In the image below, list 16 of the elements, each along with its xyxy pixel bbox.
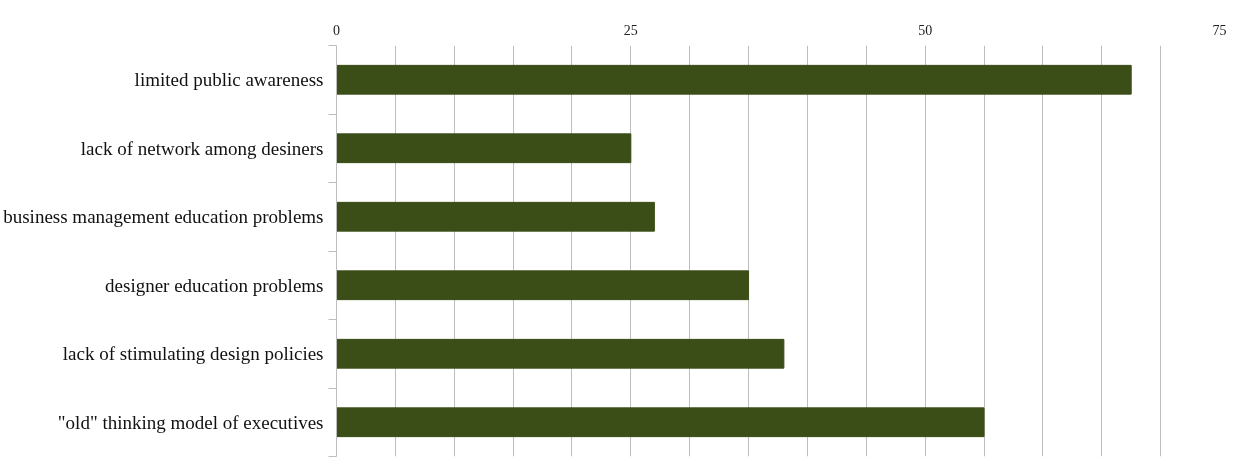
y-tick-label: limited public awareness [134,69,324,91]
y-tick-label: lack of stimulating design policies [62,343,324,365]
x-tick-label: 25 [623,22,638,38]
bar [336,64,1132,95]
bar [336,338,785,369]
y-tick-label: designer education problems [105,274,324,296]
x-tick-label: 0 [333,22,340,38]
x-tick-label: 75 [1212,22,1227,38]
bar [336,201,655,232]
bar [336,407,985,438]
x-tick-label: 50 [918,22,933,38]
y-tick-label: "old" thinking model of executives [57,411,324,433]
bar [336,133,632,164]
y-tick-label: business management education problems [3,206,324,228]
bar [336,270,750,301]
y-tick-label: lack of network among desiners [80,137,324,159]
